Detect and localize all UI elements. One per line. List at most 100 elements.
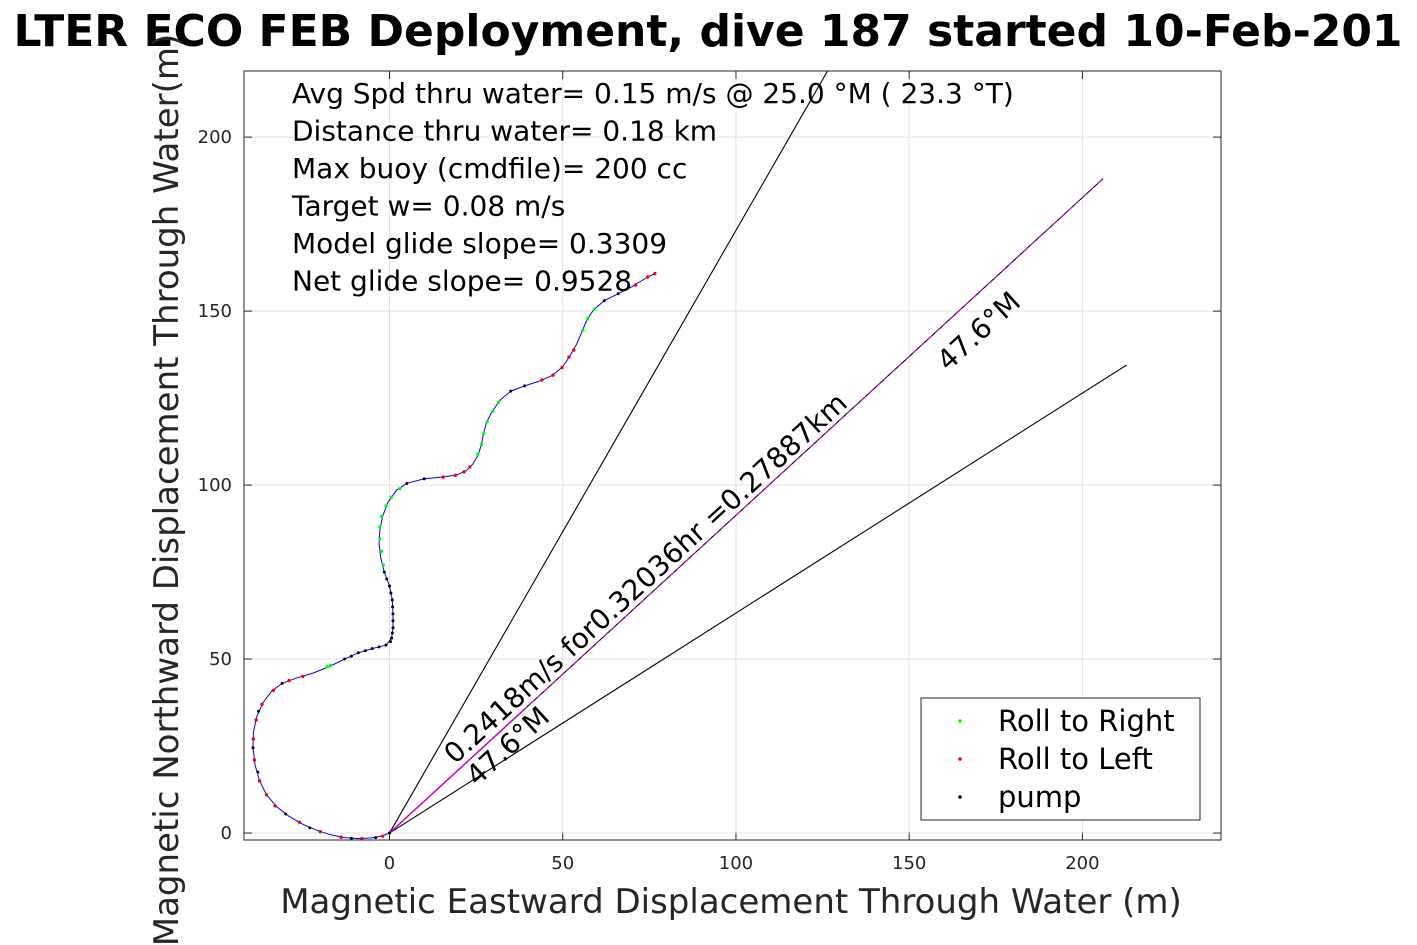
y-tick-label: 200 (198, 127, 232, 148)
cone-lines (389, 71, 1127, 834)
marker-pump (342, 657, 346, 661)
x-tick-label: 50 (551, 853, 574, 874)
marker-roll-left (540, 378, 544, 382)
x-axis-label: Magnetic Eastward Displacement Through W… (280, 882, 1182, 922)
marker-roll-left (645, 275, 650, 279)
marker-roll-right (476, 452, 480, 457)
marker-roll-left (251, 737, 256, 741)
marker-roll-right (328, 663, 333, 668)
marker-pump (389, 591, 393, 595)
marker-roll-right (378, 537, 382, 541)
marker-pump (390, 631, 394, 635)
legend-label-roll-right: Roll to Right (998, 704, 1175, 738)
marker-pump (356, 651, 360, 655)
marker-roll-left (339, 835, 343, 839)
marker-roll-left (441, 475, 445, 479)
stats-block: Avg Spd thru water= 0.15 m/s @ 25.0 °M (… (291, 77, 1014, 298)
legend-label-pump: pump (998, 780, 1081, 814)
markers (251, 271, 657, 841)
marker-roll-right (379, 549, 384, 553)
marker-roll-left (468, 465, 472, 469)
marker-pump (523, 384, 527, 388)
y-tick-label: 50 (209, 649, 232, 670)
marker-roll-right (381, 563, 385, 567)
marker-pump (251, 746, 255, 750)
legend-marker-roll-left (958, 757, 962, 761)
short-vector-line (389, 708, 526, 834)
marker-pump (388, 831, 392, 835)
stats-line: Max buoy (cmdfile)= 200 cc (292, 152, 687, 185)
grid (244, 71, 1221, 840)
y-axis-label: Magnetic Northward Displacement Through … (147, 34, 187, 945)
marker-roll-left (380, 834, 385, 838)
marker-roll-left (633, 283, 638, 287)
marker-roll-left (560, 365, 564, 370)
marker-pump (405, 481, 409, 485)
marker-roll-left (653, 271, 657, 276)
marker-pump (390, 636, 394, 640)
y-tick-label: 0 (221, 823, 232, 844)
marker-pump (509, 389, 513, 393)
marker-roll-left (572, 348, 576, 352)
marker-roll-left (257, 779, 262, 783)
marker-pump (384, 643, 388, 647)
marker-pump (349, 654, 353, 658)
marker-roll-left (462, 470, 466, 474)
marker-pump (280, 681, 284, 685)
marker-pump (616, 292, 620, 296)
marker-pump (602, 299, 606, 303)
marker-pump (257, 709, 261, 713)
marker-pump (391, 612, 395, 616)
marker-roll-left (264, 793, 269, 797)
x-tick-label: 150 (892, 853, 926, 874)
marker-roll-right (482, 431, 486, 436)
marker-roll-left (287, 678, 291, 683)
marker-pump (363, 649, 367, 653)
marker-roll-left (360, 836, 364, 841)
marker-pump (422, 477, 426, 481)
legend-marker-pump (958, 795, 962, 799)
legend: Roll to Right Roll to Left pump (920, 697, 1201, 821)
marker-pump (370, 647, 374, 651)
track-line (252, 273, 656, 840)
marker-roll-left (252, 758, 257, 762)
stats-line: Net glide slope= 0.9528 (292, 265, 632, 298)
marker-roll-left (301, 674, 305, 679)
marker-roll-right (379, 514, 384, 519)
marker-roll-right (378, 525, 382, 529)
y-tick-labels: 0 50 100 150 200 (198, 127, 232, 844)
marker-pump (284, 812, 288, 816)
marker-roll-left (318, 829, 322, 834)
marker-roll-right (585, 317, 590, 321)
stats-line: Avg Spd thru water= 0.15 m/s @ 25.0 °M (… (292, 77, 1014, 110)
marker-pump (308, 826, 312, 830)
marker-roll-left (297, 820, 302, 824)
x-tick-labels: 0 50 100 150 200 (384, 853, 1100, 874)
marker-pump (388, 584, 392, 588)
marker-roll-right (479, 443, 484, 447)
marker-roll-right (389, 495, 393, 499)
marker-roll-right (485, 420, 489, 424)
marker-pump (349, 836, 353, 840)
marker-pump (391, 619, 395, 623)
track (252, 273, 656, 840)
marker-roll-left (567, 355, 571, 359)
marker-roll-left (551, 373, 555, 377)
marker-pump (391, 605, 395, 609)
chart-title: LTER ECO FEB Deployment, dive 187 starte… (13, 6, 1402, 57)
marker-pump (390, 598, 394, 602)
marker-roll-left (260, 702, 264, 706)
marker-roll-right (496, 400, 501, 404)
x-tick-label: 0 (384, 853, 395, 874)
marker-roll-right (592, 307, 597, 311)
marker-roll-right (384, 504, 388, 508)
marker-roll-left (453, 473, 458, 478)
marker-pump (256, 770, 260, 774)
marker-roll-right (325, 665, 329, 669)
x-tick-label: 200 (1065, 853, 1099, 874)
marker-roll-right (398, 486, 402, 491)
legend-marker-roll-right (958, 719, 962, 723)
plot-border (243, 70, 1222, 841)
legend-box (920, 697, 1201, 821)
marker-pump (391, 626, 395, 630)
